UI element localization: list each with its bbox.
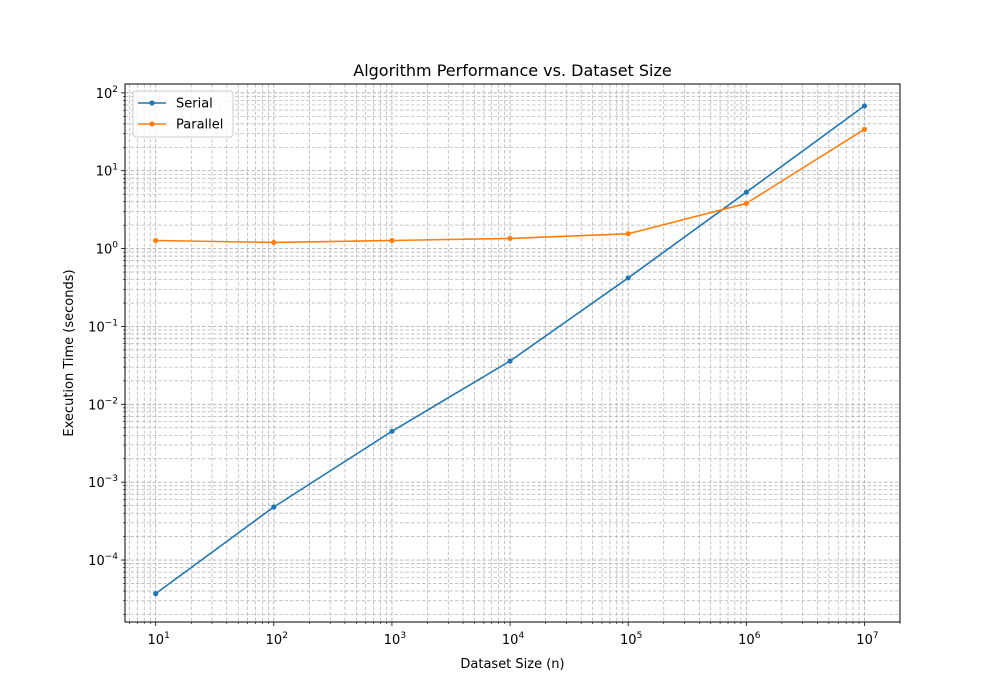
y-tick-label: 101 [96,163,118,180]
x-tick-label: 102 [266,631,288,648]
y-tick-label: 10−1 [88,318,118,335]
x-tick-label: 107 [856,631,878,648]
x-axis-label: Dataset Size (n) [460,657,564,672]
data-point-serial [389,428,395,434]
x-tick-label: 103 [384,631,406,648]
y-tick-label: 10−2 [88,396,118,413]
data-point-serial [271,504,277,510]
grid [125,84,901,622]
y-tick-label: 10−3 [88,474,118,491]
data-point-parallel [271,239,277,246]
data-point-parallel [861,126,868,132]
legend-marker-serial [149,100,155,106]
ticks: 101 102 103 104 105 106 107 10−4 10−3 10−2 10−1 100… [88,85,901,648]
data-point-parallel [625,231,631,237]
chart-title: Algorithm Performance vs. Dataset Size [353,61,671,80]
data-point-serial [625,275,631,281]
y-tick-label: 102 [96,85,118,102]
data-point-serial [861,103,868,109]
data-point-serial [507,358,513,364]
y-tick-label: 10−4 [88,552,118,569]
legend: Serial Parallel [132,90,234,138]
data-point-parallel [389,237,395,244]
data-point-serial [153,591,159,597]
y-tick-label: 100 [96,241,119,258]
data-point-parallel [507,235,513,242]
y-axis-label: Execution Time (seconds) [62,269,77,436]
data-point-serial [743,189,749,195]
x-tick-label: 105 [620,631,642,648]
x-tick-label: 104 [502,631,525,648]
series-layer [153,103,868,597]
legend-marker-parallel [149,121,155,127]
plot-frame [124,83,901,623]
x-tick-label: 106 [738,631,761,648]
legend-label-parallel: Parallel [176,118,223,133]
x-tick-label: 101 [148,631,170,648]
data-point-parallel [743,200,749,207]
legend-label-serial: Serial [176,97,213,112]
data-point-parallel [153,237,159,244]
